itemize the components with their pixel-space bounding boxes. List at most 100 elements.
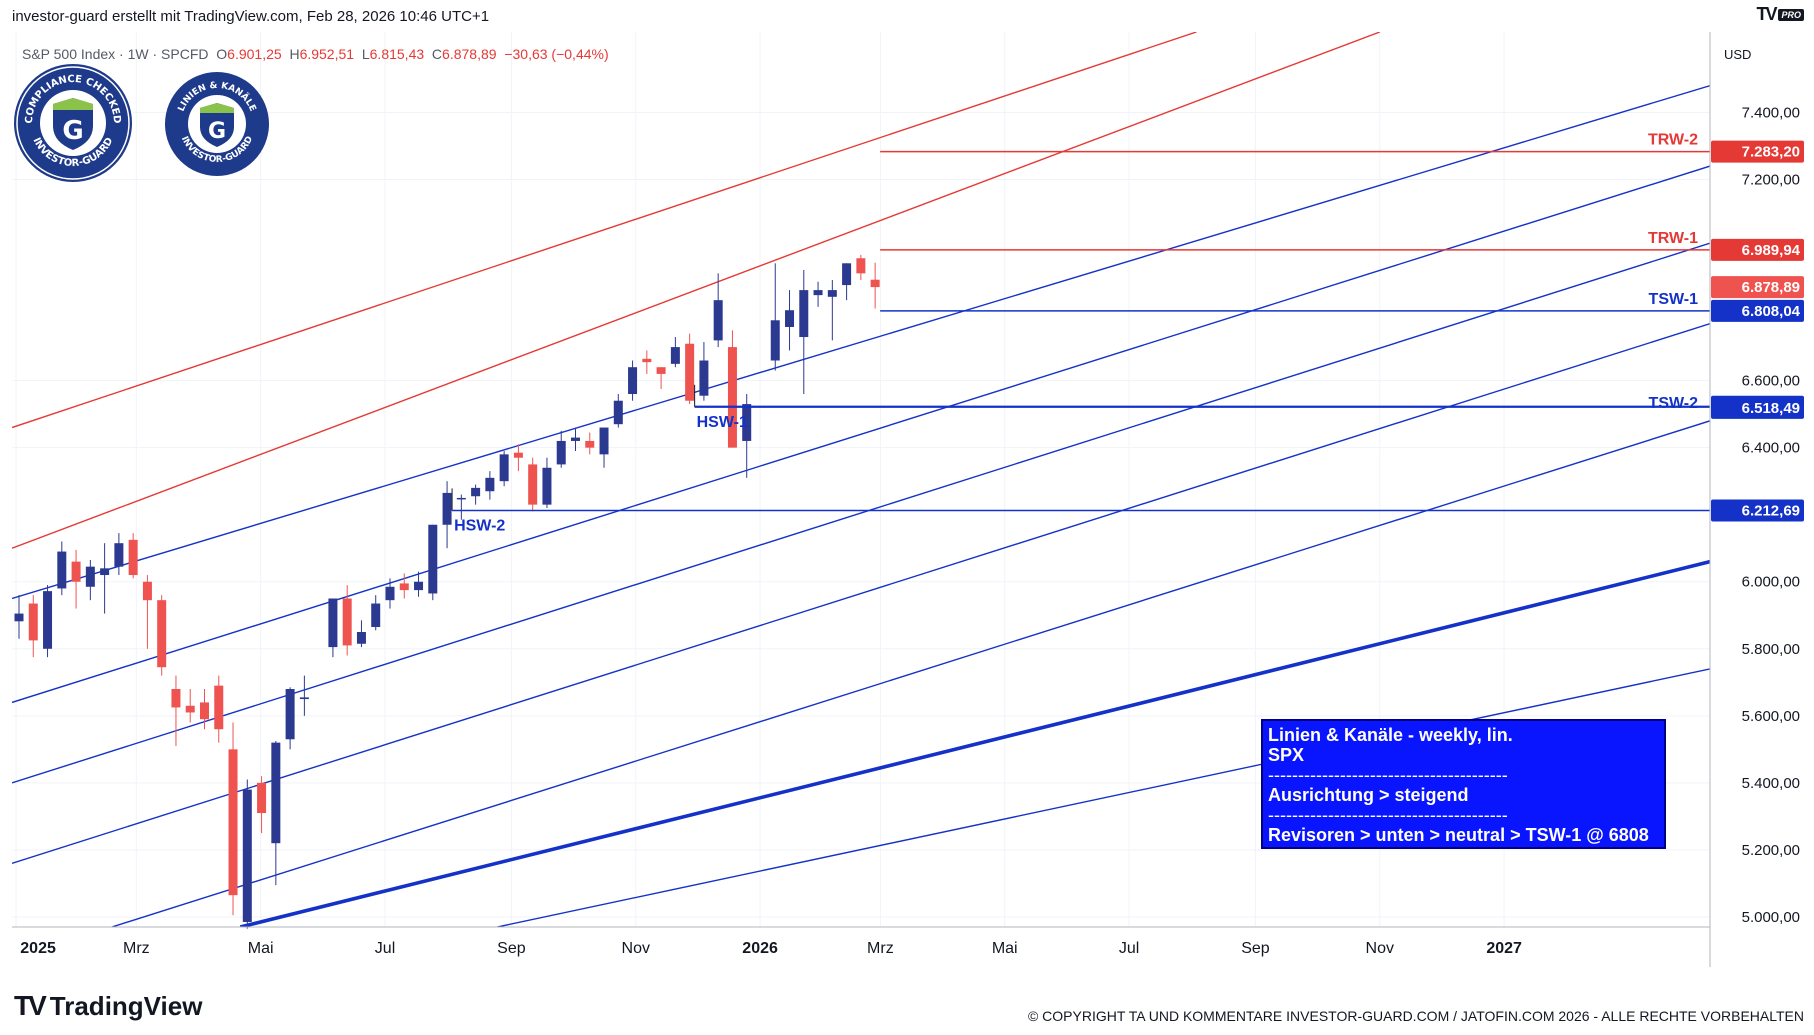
x-tick-label: Mrz [867,940,894,957]
currency-label: USD [1724,47,1751,62]
candle [228,722,238,916]
candle [485,471,495,500]
channel-line [239,559,1710,927]
candle [628,360,638,401]
candle [813,281,823,307]
candle-body [257,782,267,814]
level-name: TSW-2 [1649,395,1699,412]
level-name: HSW-2 [454,517,505,534]
candle-body [171,689,181,708]
candle [14,595,24,639]
candle-body [28,603,38,641]
candle [528,457,538,512]
candle-body [485,477,495,492]
candles-layer [14,254,880,929]
channel-line [12,322,1710,864]
compliance-checked-badge: G COMPLIANCE CHECKED INVESTOR-GUARD [12,62,134,184]
candle [271,740,281,886]
candle-body [285,689,295,740]
candle [770,263,780,371]
x-tick-label: Sep [497,940,526,957]
candle-body [670,347,680,364]
open-label: O [216,46,228,62]
candle-body [699,360,709,396]
candle-body [656,367,666,374]
pro-badge: PRO [1778,8,1804,21]
candle [128,533,138,579]
candle [85,559,95,601]
candle-body [214,685,224,730]
x-tick-label: Nov [622,940,650,957]
candle-body [556,440,566,465]
price-tag-tsw-1-bg [1711,299,1804,322]
low-value: 6.815,43 [369,46,425,62]
candle [513,444,523,472]
candle-body [856,258,866,274]
chart-header-title: investor-guard erstellt mit TradingView.… [12,8,490,25]
candle-body [371,603,381,627]
candle [185,689,195,723]
candle [613,394,623,428]
level-tsw-1: TSW-1 [880,291,1710,312]
y-tick-label: 7.400,00 [1742,104,1800,121]
price-tag-trw-2-bg [1711,140,1804,163]
level-trw-2: TRW-2 [880,132,1710,153]
candle-body [770,320,780,361]
channel-lines-layer [12,32,1710,927]
info-separator: ---------------------------------------- [1268,805,1508,825]
channel-line [12,242,1710,784]
last-price-tag: 6.878,89 [1711,276,1804,299]
high-label: H [289,46,300,62]
tradingview-logo-icon: TV [14,990,47,1021]
price-tag-trw-1-bg [1711,238,1804,261]
candle-body [57,551,67,589]
candle-body [870,279,880,288]
info-direction: Ausrichtung > steigend [1268,785,1469,805]
tradingview-footer-logo[interactable]: TV TradingView [14,990,202,1022]
candle [371,595,381,631]
price-tag-trw-1: 6.989,94 [1711,238,1804,261]
y-tick-label: 5.600,00 [1742,708,1800,725]
price-axis-bg [1710,32,1804,927]
candle-body [399,583,409,591]
candle-body [499,454,509,482]
tradingview-logo-text: TradingView [49,990,203,1021]
candle-body [799,290,809,338]
candle [214,675,224,743]
candle-body [114,543,124,567]
candle [142,575,152,649]
x-tick-label: Mai [248,940,274,957]
candle-body [628,367,638,395]
candle [100,543,110,614]
candle [299,675,309,716]
candle-body [342,598,352,646]
linien-kanaele-badge: G LINIEN & KANÄLE INVESTOR-GUARD [165,72,269,176]
change-value: −30,63 (−0,44%) [504,46,609,62]
candle-body [242,789,252,922]
ohlc-legend: S&P 500 Index · 1W · SPCFD O6.901,25 H6.… [22,46,609,62]
candle [799,269,809,395]
candle [670,337,680,368]
candle [842,263,852,301]
candle-body [599,427,609,455]
candle [585,432,595,455]
candle [157,595,167,676]
candle [414,571,424,597]
info-symbol: SPX [1268,745,1305,765]
close-label: C [431,46,443,62]
candle [685,333,695,405]
tradingview-pro-logo[interactable]: TV PRO [1756,4,1804,25]
price-tag-tsw-2-bg [1711,396,1804,419]
x-tick-label: Jul [1119,940,1139,957]
candle-body [813,290,823,296]
candle-body [785,310,795,327]
low-label: L [361,46,370,62]
y-tick-label: 6.400,00 [1742,440,1800,457]
candle-body [727,347,737,448]
level-name: TRW-2 [1648,132,1698,149]
y-tick-label: 5.200,00 [1742,842,1800,859]
svg-text:G: G [208,119,226,144]
price-tag-trw-2: 7.283,20 [1711,140,1804,163]
candle [542,457,552,508]
